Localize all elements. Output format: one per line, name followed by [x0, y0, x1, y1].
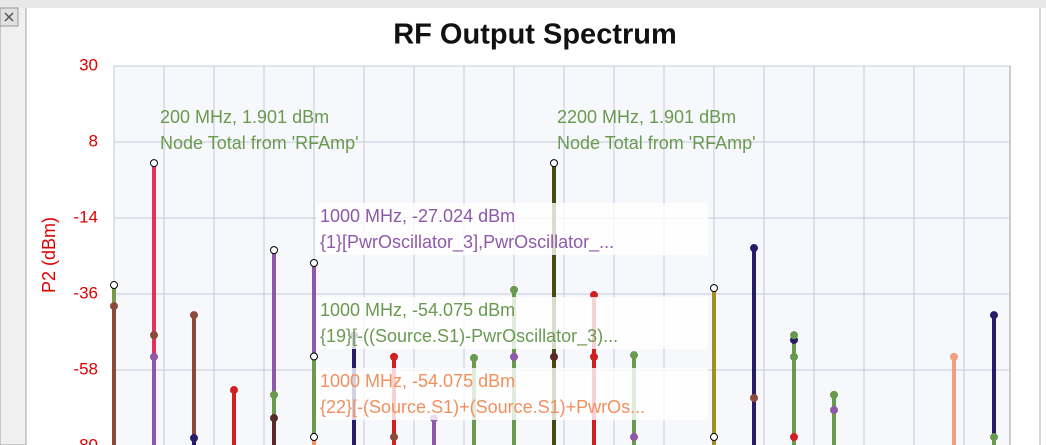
stem-marker	[790, 331, 798, 340]
stem-marker	[830, 390, 838, 399]
stem-marker	[390, 352, 398, 361]
stem-marker	[310, 352, 318, 361]
annotation-text: 2200 MHz, 1.901 dBm	[557, 107, 736, 127]
stem-marker	[150, 159, 158, 168]
close-icon	[4, 12, 14, 22]
stem-marker	[510, 352, 518, 361]
stem-marker	[110, 281, 118, 290]
annotation-text: 1000 MHz, -27.024 dBm	[320, 206, 515, 226]
stem-marker	[190, 434, 198, 443]
stem-marker	[590, 352, 598, 361]
stem-marker	[190, 311, 198, 320]
stem-marker	[790, 352, 798, 361]
stem-marker	[790, 433, 798, 442]
stem-marker	[710, 433, 718, 442]
stem-marker	[510, 285, 518, 294]
annotation-text: Node Total from 'RFAmp'	[557, 133, 756, 153]
annotation-text: 1000 MHz, -54.075 dBm	[320, 300, 515, 320]
annotation-text: 200 MHz, 1.901 dBm	[160, 107, 329, 127]
annotation-box	[316, 368, 708, 420]
stem-marker	[630, 433, 638, 442]
y-tick-label: 30	[79, 55, 98, 74]
top-strip	[0, 0, 1046, 8]
y-tick-label: -58	[73, 359, 98, 378]
stem-marker	[270, 390, 278, 399]
stem-marker	[270, 414, 278, 423]
y-tick-label: -80	[73, 435, 98, 445]
annotation-text: {22}[-(Source.S1)+(Source.S1)+PwrOs...	[320, 397, 645, 417]
stem-marker	[750, 244, 758, 253]
annotation-text: {1}[PwrOscillator_3],PwrOscillator_...	[320, 232, 614, 253]
stem-marker	[950, 352, 958, 361]
annotation-box	[316, 297, 708, 349]
annotation-text: Node Total from 'RFAmp'	[160, 133, 359, 153]
annotation-text: 1000 MHz, -54.075 dBm	[320, 371, 515, 391]
stem-marker	[750, 393, 758, 402]
y-axis-label: P2 (dBm)	[39, 217, 59, 293]
side-panel	[0, 0, 27, 445]
y-tick-label: -36	[73, 283, 98, 302]
stem-marker	[550, 159, 558, 168]
annotation-text: {19}[-((Source.S1)-PwrOscillator_3)...	[320, 326, 618, 347]
y-tick-label: -14	[73, 207, 98, 226]
stem-marker	[310, 433, 318, 442]
stem-marker	[270, 246, 278, 255]
stem-marker	[630, 351, 638, 360]
stem-marker	[110, 302, 118, 311]
stem-marker	[990, 311, 998, 320]
y-tick-label: 8	[89, 131, 98, 150]
stem-marker	[990, 433, 998, 442]
stem-marker	[470, 353, 478, 362]
chart-title: RF Output Spectrum	[393, 19, 677, 51]
annotation-box	[316, 203, 708, 255]
stem-marker	[150, 352, 158, 361]
stem-marker	[230, 386, 238, 395]
stem-marker	[150, 331, 158, 340]
stem-marker	[550, 352, 558, 361]
stem-marker	[710, 284, 718, 293]
stem-marker	[310, 258, 318, 267]
stem-marker	[830, 406, 838, 415]
stem-marker	[390, 433, 398, 442]
